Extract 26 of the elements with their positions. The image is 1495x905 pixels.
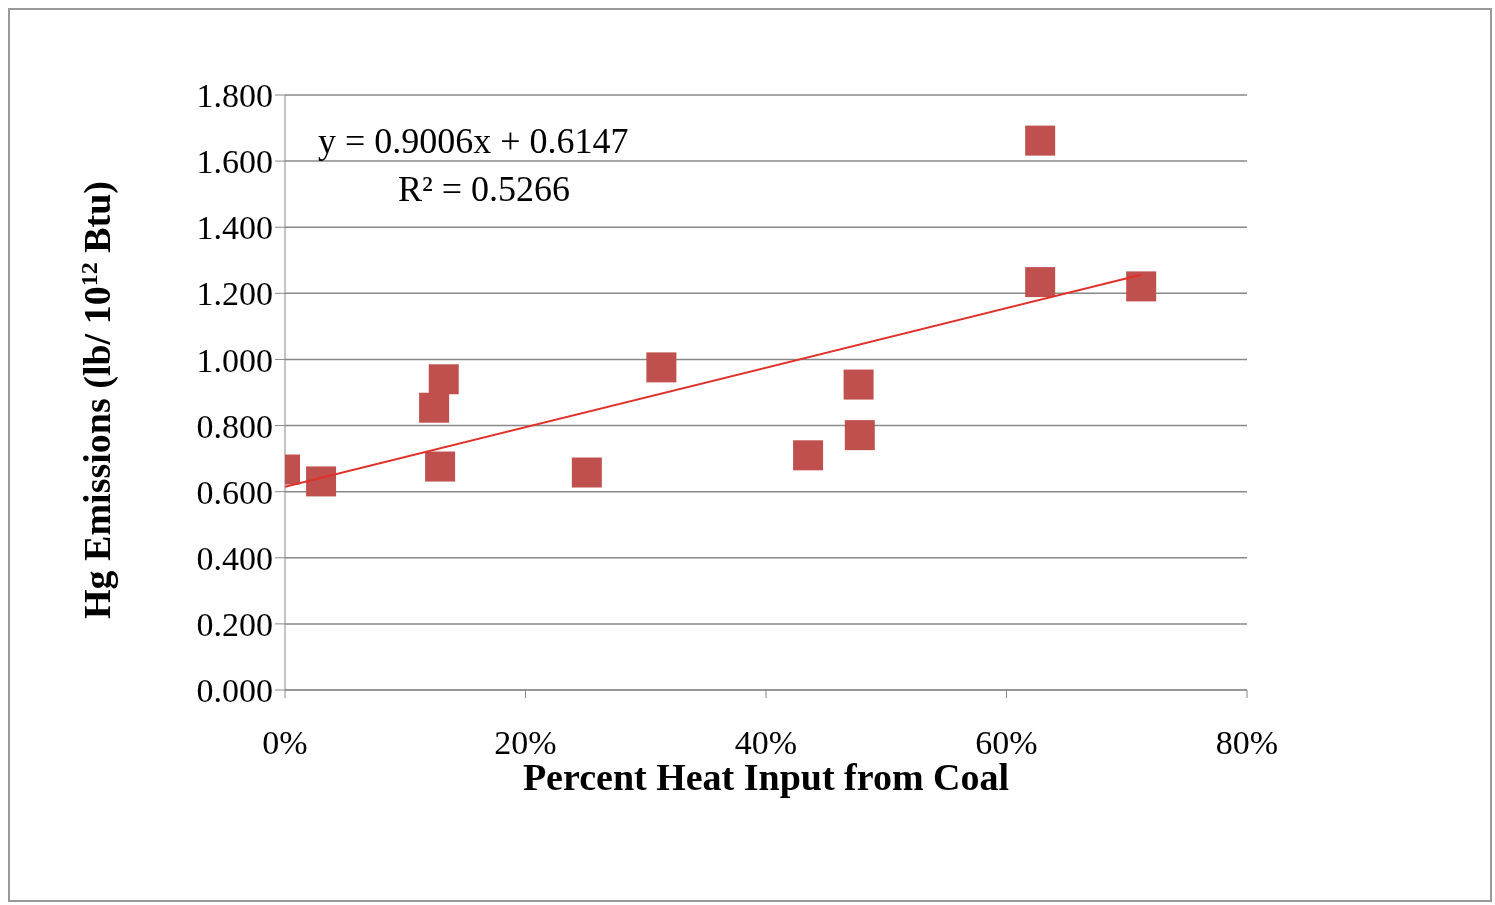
y-tick-label: 1.200 xyxy=(196,275,273,313)
point xyxy=(1025,267,1056,298)
point xyxy=(844,420,875,451)
y-tick-label: 1.400 xyxy=(196,209,273,247)
point xyxy=(1126,271,1157,302)
y-tick-label: 0.800 xyxy=(196,407,273,445)
point xyxy=(428,364,459,395)
point xyxy=(646,352,677,383)
y-tick-label: 1.600 xyxy=(196,143,273,181)
y-tick-label: 0.400 xyxy=(196,539,273,577)
point xyxy=(843,369,874,400)
x-tick-label: 80% xyxy=(1215,724,1279,762)
y-tick-label: 0.600 xyxy=(196,473,273,511)
point xyxy=(793,440,824,471)
annotation: R² = 0.5266 xyxy=(398,168,571,210)
y-tick-label: 1.800 xyxy=(196,77,273,115)
y-tick-label: 0.200 xyxy=(196,605,273,643)
point xyxy=(571,457,602,488)
annotation: y = 0.9006x + 0.6147 xyxy=(318,120,629,162)
y-tick-label: 1.000 xyxy=(196,341,273,379)
x-tick-label: 0% xyxy=(262,724,308,762)
point xyxy=(306,466,337,497)
y-tick-label: 0.000 xyxy=(196,672,273,710)
point xyxy=(425,451,456,482)
point xyxy=(1025,125,1056,156)
point xyxy=(419,392,450,423)
